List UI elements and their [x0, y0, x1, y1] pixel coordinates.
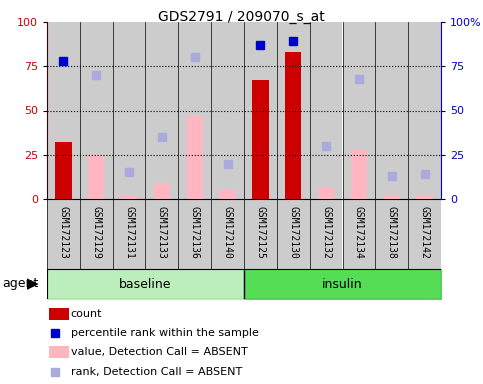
Bar: [244, 199, 277, 269]
Bar: [408, 22, 441, 199]
Bar: [408, 199, 441, 269]
Bar: [219, 190, 236, 199]
Bar: [342, 199, 375, 269]
Bar: [178, 22, 211, 199]
Bar: [113, 22, 145, 199]
Text: agent: agent: [2, 278, 39, 291]
Bar: [186, 116, 203, 199]
Bar: [178, 199, 211, 269]
Bar: [342, 22, 375, 199]
Bar: [277, 199, 310, 269]
Bar: [49, 308, 69, 320]
Text: GSM172132: GSM172132: [321, 206, 331, 259]
Bar: [384, 195, 400, 199]
Text: GSM172138: GSM172138: [387, 206, 397, 259]
Bar: [310, 199, 342, 269]
Bar: [145, 22, 178, 199]
Text: GSM172140: GSM172140: [223, 206, 233, 259]
Bar: [252, 80, 269, 199]
Bar: [277, 22, 310, 199]
Bar: [145, 199, 178, 269]
Text: rank, Detection Call = ABSENT: rank, Detection Call = ABSENT: [71, 367, 242, 377]
Bar: [80, 199, 113, 269]
Text: GSM172142: GSM172142: [420, 206, 429, 259]
Bar: [244, 22, 277, 199]
Bar: [55, 142, 71, 199]
Text: baseline: baseline: [119, 278, 172, 291]
Bar: [121, 195, 137, 199]
Text: GDS2791 / 209070_s_at: GDS2791 / 209070_s_at: [158, 10, 325, 24]
Text: count: count: [71, 309, 102, 319]
Text: insulin: insulin: [322, 278, 363, 291]
Bar: [211, 199, 244, 269]
Bar: [47, 22, 80, 199]
Bar: [80, 22, 113, 199]
Text: GSM172133: GSM172133: [157, 206, 167, 259]
Text: value, Detection Call = ABSENT: value, Detection Call = ABSENT: [71, 347, 247, 357]
Text: percentile rank within the sample: percentile rank within the sample: [71, 328, 258, 338]
Bar: [318, 189, 334, 199]
Bar: [49, 346, 69, 358]
Text: GSM172125: GSM172125: [256, 206, 266, 259]
Bar: [416, 195, 433, 199]
Bar: [375, 199, 408, 269]
Bar: [211, 22, 244, 199]
Text: GSM172131: GSM172131: [124, 206, 134, 259]
Bar: [88, 155, 104, 199]
Text: GSM172129: GSM172129: [91, 206, 101, 259]
Bar: [47, 199, 80, 269]
Bar: [113, 199, 145, 269]
Bar: [351, 149, 367, 199]
Bar: [310, 22, 342, 199]
Text: GSM172136: GSM172136: [190, 206, 200, 259]
Text: GSM172123: GSM172123: [58, 206, 69, 259]
Text: GSM172130: GSM172130: [288, 206, 298, 259]
Bar: [375, 22, 408, 199]
Text: GSM172134: GSM172134: [354, 206, 364, 259]
Bar: [285, 52, 301, 199]
Bar: [154, 183, 170, 199]
Text: ▶: ▶: [27, 276, 39, 291]
